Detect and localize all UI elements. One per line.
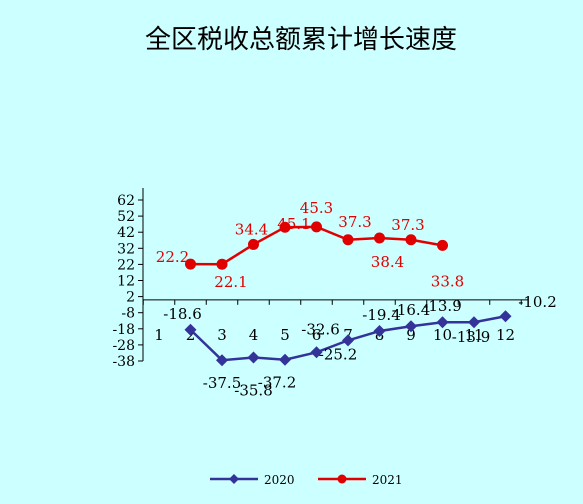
data-label-2020: -10.2 (518, 293, 556, 311)
x-category-label: 4 (249, 326, 259, 344)
data-point-2021 (405, 234, 417, 246)
y-tick-label: -18 (112, 322, 135, 338)
data-point-2021 (279, 221, 291, 233)
series-2021: 22.2 22.1 34.4 45.145.3 37.3 38.4 37.3 33.8 (156, 199, 464, 291)
legend-marker-2020 (229, 474, 239, 484)
data-point-2020 (373, 325, 386, 338)
data-point-2020 (468, 316, 480, 329)
data-label-2021: 22.2 (156, 248, 189, 266)
data-point-2020 (310, 346, 323, 359)
data-point-2021 (185, 258, 196, 270)
y-tick-label: 2 (126, 290, 135, 306)
series-2020: -18.6 -37.5-35.8-37.2 -32.6 -25.2 -19.4-16.4… (163, 293, 556, 399)
data-label-2020: -32.6 (301, 320, 339, 338)
x-category-label: 6 (312, 326, 322, 344)
data-point-2020 (342, 334, 354, 347)
x-category-label: 12 (496, 326, 515, 344)
x-category-label: 3 (217, 326, 227, 344)
data-point-2021 (248, 238, 259, 250)
x-category-label: 10 (433, 326, 452, 344)
y-tick-label: -8 (121, 306, 135, 322)
data-label-2020: -18.6 (163, 305, 201, 323)
x-category-label: 11 (464, 326, 483, 344)
data-point-2021 (216, 258, 228, 270)
axes (138, 188, 528, 362)
data-point-2021 (374, 232, 385, 244)
data-label-2021: 37.3 (338, 213, 371, 231)
y-tick-label: 22 (117, 257, 135, 273)
legend-label-2020: 2020 (264, 473, 295, 487)
data-label-2020: -35.8 (234, 381, 272, 399)
data-label-2020: -25.2 (319, 345, 357, 363)
data-point-2021 (311, 221, 322, 233)
y-tick-label: -38 (112, 354, 135, 370)
data-point-2021 (342, 234, 354, 246)
y-tick-label: 32 (117, 241, 135, 257)
data-label-2021: 37.3 (391, 216, 424, 234)
data-point-2020 (216, 354, 228, 367)
data-label-2021: 34.4 (235, 220, 268, 238)
data-label-2020: -13.9 (452, 328, 490, 346)
data-point-2020 (184, 323, 197, 336)
data-point-2020 (279, 353, 291, 366)
data-point-2021 (437, 239, 448, 251)
x-category-label: 5 (280, 326, 290, 344)
data-label-2021: 38.4 (371, 253, 404, 271)
data-label-2020: -16.4 (392, 301, 430, 319)
legend-marker-2021 (337, 474, 347, 484)
data-label-2020: -19.4 (362, 306, 400, 324)
legend-label-2021: 2021 (372, 473, 403, 487)
y-tick-label: 62 (117, 193, 135, 209)
y-tick-label: 42 (117, 225, 135, 241)
data-label-2021: 45.3 (300, 199, 333, 217)
x-category-label: 9 (406, 326, 416, 344)
data-point-2020 (436, 316, 449, 329)
data-label-2021: 22.1 (214, 273, 247, 291)
data-label-2021: 45.1 (277, 215, 310, 233)
data-label-2020: -37.2 (258, 374, 296, 392)
data-label-2021: 33.8 (431, 272, 464, 290)
y-tick-label: 52 (117, 209, 135, 225)
data-point-2020 (247, 351, 260, 364)
data-label-2020: -37.5 (203, 374, 241, 392)
data-label-2020: -13.9 (423, 297, 461, 315)
y-tick-label: 12 (117, 274, 135, 290)
data-point-2020 (405, 320, 417, 333)
x-category-label: 1 (154, 326, 164, 344)
y-tick-label: -28 (112, 338, 135, 354)
legend: 2020 2021 (210, 473, 403, 487)
data-point-2020 (499, 310, 512, 323)
chart-title: 全区税收总额累计增长速度 (145, 25, 457, 55)
